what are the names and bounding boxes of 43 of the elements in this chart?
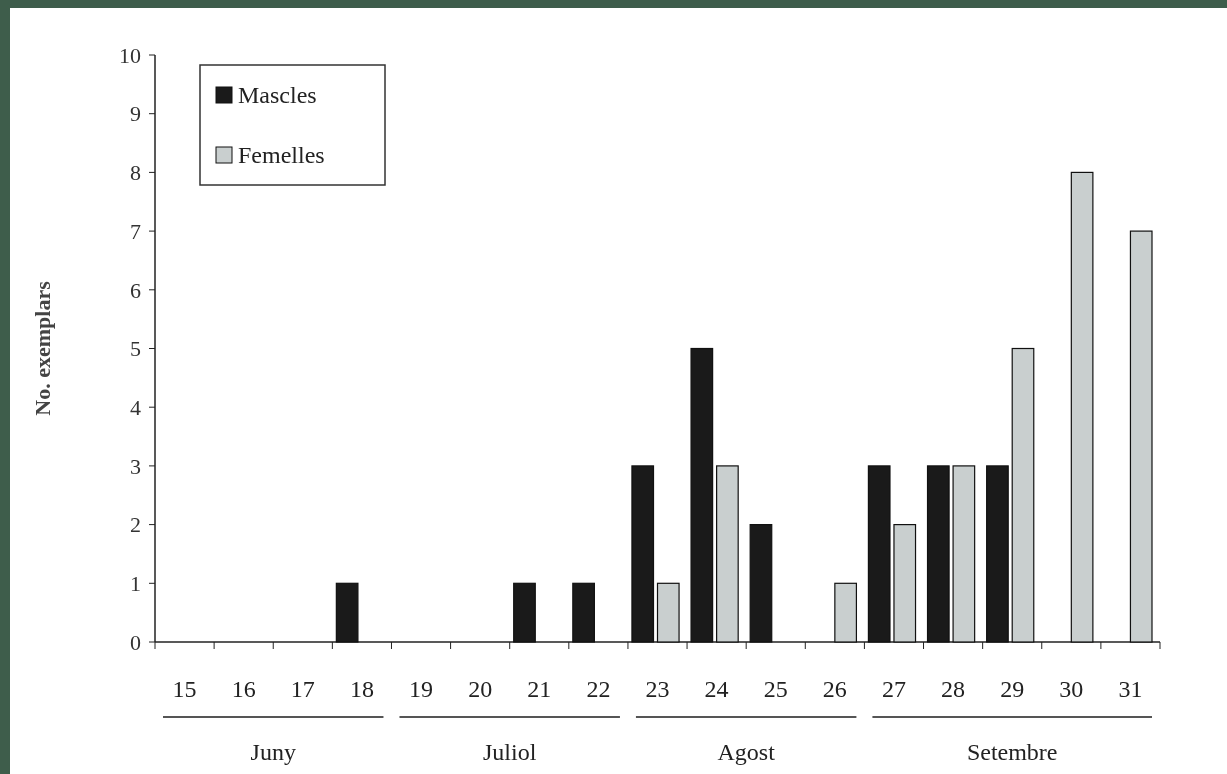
x-tick-label: 18 — [349, 676, 374, 702]
bar — [1070, 171, 1094, 643]
bar — [952, 465, 976, 643]
y-tick-label: 1 — [130, 571, 141, 596]
x-tick-label: 22 — [586, 676, 611, 702]
x-tick-label: 31 — [1118, 676, 1143, 702]
bar — [1011, 347, 1035, 643]
legend-label: Femelles — [238, 142, 325, 169]
bar — [656, 582, 680, 643]
y-tick-label: 5 — [130, 336, 141, 362]
x-tick-label: 15 — [172, 676, 197, 702]
y-tick-label: 0 — [130, 629, 141, 655]
x-tick-label: 30 — [1059, 676, 1084, 702]
x-tick-label: 20 — [468, 676, 493, 702]
text: Agost — [717, 739, 776, 765]
x-tick-label: 25 — [763, 676, 788, 702]
x-tick-label: 27 — [881, 676, 906, 702]
y-axis-title: No. exemplars — [30, 280, 55, 416]
bar — [716, 465, 739, 643]
y-tick-label: 8 — [130, 160, 141, 186]
y-tick-label: 9 — [130, 101, 141, 127]
legend-label: Mascles — [238, 82, 317, 109]
x-tick-label: 29 — [1000, 676, 1025, 702]
bar — [1129, 230, 1153, 643]
y-tick-label: 3 — [130, 453, 141, 479]
y-tick-label: 6 — [130, 277, 141, 303]
text: Juny — [250, 739, 296, 765]
x-tick-label: 19 — [409, 676, 434, 702]
x-tick-label: 17 — [290, 676, 315, 702]
x-tick-label: 16 — [231, 676, 256, 702]
x-tick-label: 24 — [704, 676, 729, 702]
text: Setembre — [966, 739, 1058, 765]
x-tick-label: 21 — [527, 676, 552, 702]
bar — [893, 524, 917, 643]
x-tick-label: 23 — [645, 676, 670, 702]
x-tick-label: 28 — [941, 676, 966, 702]
text: Juliol — [483, 739, 537, 765]
y-tick-label: 4 — [130, 394, 141, 420]
x-tick-label: 26 — [822, 676, 847, 702]
y-tick-label: 2 — [130, 512, 141, 538]
bar — [834, 582, 858, 643]
y-tick-label: 7 — [130, 218, 141, 244]
y-tick-label: 10 — [119, 42, 141, 68]
